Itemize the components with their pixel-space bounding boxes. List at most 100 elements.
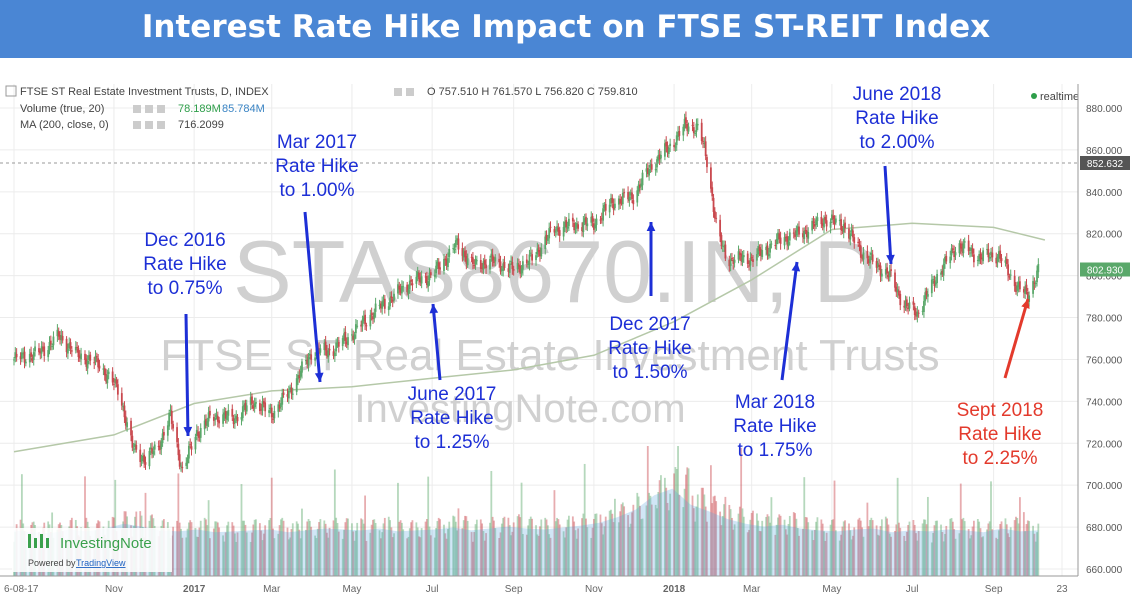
candle-body: [140, 459, 143, 461]
volume-bar: [223, 541, 226, 576]
volume-value: 78.189M: [178, 103, 221, 115]
candle-body: [47, 350, 50, 358]
annotation-text: Dec 2016: [144, 230, 225, 251]
candle-body: [942, 263, 945, 276]
collapse-icon[interactable]: [5, 85, 17, 97]
candle-body: [223, 412, 226, 416]
candle-body: [691, 124, 694, 126]
volume-settings-icon[interactable]: [145, 105, 153, 113]
volume-bar: [199, 520, 202, 576]
volume-bar: [457, 508, 460, 576]
volume-bar: [489, 522, 491, 576]
candle-body: [508, 263, 511, 273]
volume-bar: [390, 527, 393, 576]
candle-body: [945, 255, 948, 262]
candle-body: [821, 223, 824, 226]
candle-body: [666, 146, 669, 153]
candle-body: [600, 218, 603, 220]
volume-bar: [178, 522, 181, 576]
volume-bar: [433, 537, 436, 576]
volume-bar: [879, 526, 882, 576]
volume-bar: [374, 522, 377, 576]
volume-eye-icon[interactable]: [133, 105, 141, 113]
candle-body: [611, 197, 614, 203]
candle-body: [42, 347, 44, 349]
candle-body: [180, 465, 182, 467]
candle-body: [215, 414, 218, 417]
candle-body: [962, 243, 965, 254]
x-axis[interactable]: 6-08-17 Nov 2017 Mar May Jul Sep Nov 2018 Mar May J…: [0, 575, 1132, 608]
volume-bar: [687, 468, 690, 576]
candle-body: [51, 346, 54, 348]
candle-body: [305, 360, 307, 362]
candle-body: [967, 240, 970, 252]
volume-bar: [1004, 518, 1007, 576]
volume-label[interactable]: Volume (true, 20): [20, 103, 104, 115]
ma-label[interactable]: MA (200, close, 0): [20, 119, 109, 131]
candle-body: [536, 248, 539, 255]
candle-body: [838, 219, 841, 221]
volume-bar: [859, 520, 862, 576]
candle-body: [89, 354, 92, 361]
x-tick-label: May: [822, 584, 841, 595]
investingnote-logo[interactable]: InvestingNote Powered by TradingView: [12, 528, 172, 572]
volume-bar: [637, 496, 640, 576]
volume-bar: [568, 515, 570, 576]
x-tick-label: Jul: [426, 584, 439, 595]
candle-body: [43, 346, 46, 356]
candle-body: [640, 183, 643, 187]
candle-body: [571, 217, 574, 222]
candle-body: [673, 144, 675, 148]
volume-bar: [344, 522, 347, 576]
candle-body: [972, 254, 975, 263]
candle-body: [439, 267, 441, 270]
volume-bar: [437, 517, 440, 576]
annotation-text: Rate Hike: [733, 416, 816, 437]
ma-close-icon[interactable]: [157, 121, 165, 129]
candle-body: [999, 250, 1002, 259]
candle-body: [904, 301, 907, 309]
volume-bar: [332, 520, 335, 576]
ma-eye-icon[interactable]: [133, 121, 141, 129]
candle-body: [15, 353, 18, 358]
candle-body: [169, 409, 172, 412]
volume-bar: [582, 513, 585, 576]
watermark: STAS8670.IN, D FTSE ST Real Estate Inves…: [160, 222, 939, 431]
volume-bar: [549, 537, 552, 576]
volume-bar: [308, 520, 311, 576]
volume-bar: [685, 474, 687, 576]
volume-bar: [381, 532, 384, 576]
tradingview-link[interactable]: TradingView: [76, 558, 126, 568]
candle-body: [545, 234, 548, 240]
volume-bar: [1005, 524, 1008, 576]
volume-bar: [887, 524, 890, 576]
candle-body: [574, 227, 577, 229]
candle-body: [775, 238, 778, 245]
candle-body: [132, 448, 135, 450]
volume-bar: [996, 539, 999, 576]
candle-body: [499, 261, 502, 272]
settings-icon[interactable]: [406, 88, 414, 96]
candle-body: [447, 258, 449, 268]
volume-bar: [841, 526, 844, 576]
volume-close-icon[interactable]: [157, 105, 165, 113]
ma-settings-icon[interactable]: [145, 121, 153, 129]
candle-body: [160, 441, 163, 450]
volume-bar: [757, 520, 760, 576]
candle-body: [686, 124, 689, 131]
volume-bar: [674, 467, 677, 576]
candle-body: [832, 215, 835, 220]
volume-bar: [811, 530, 814, 576]
symbol-label[interactable]: FTSE ST Real Estate Investment Trusts, D…: [20, 86, 269, 98]
annotation-arrowhead: [646, 222, 656, 232]
x-tick-label: Nov: [105, 584, 123, 595]
volume-bar: [307, 519, 310, 576]
candle-body: [614, 203, 616, 208]
volume-bar: [915, 533, 917, 576]
volume-bar: [1009, 527, 1012, 576]
eye-icon[interactable]: [394, 88, 402, 96]
volume-bar: [999, 524, 1002, 576]
candle-body: [1019, 281, 1021, 290]
candle-body: [345, 341, 348, 345]
